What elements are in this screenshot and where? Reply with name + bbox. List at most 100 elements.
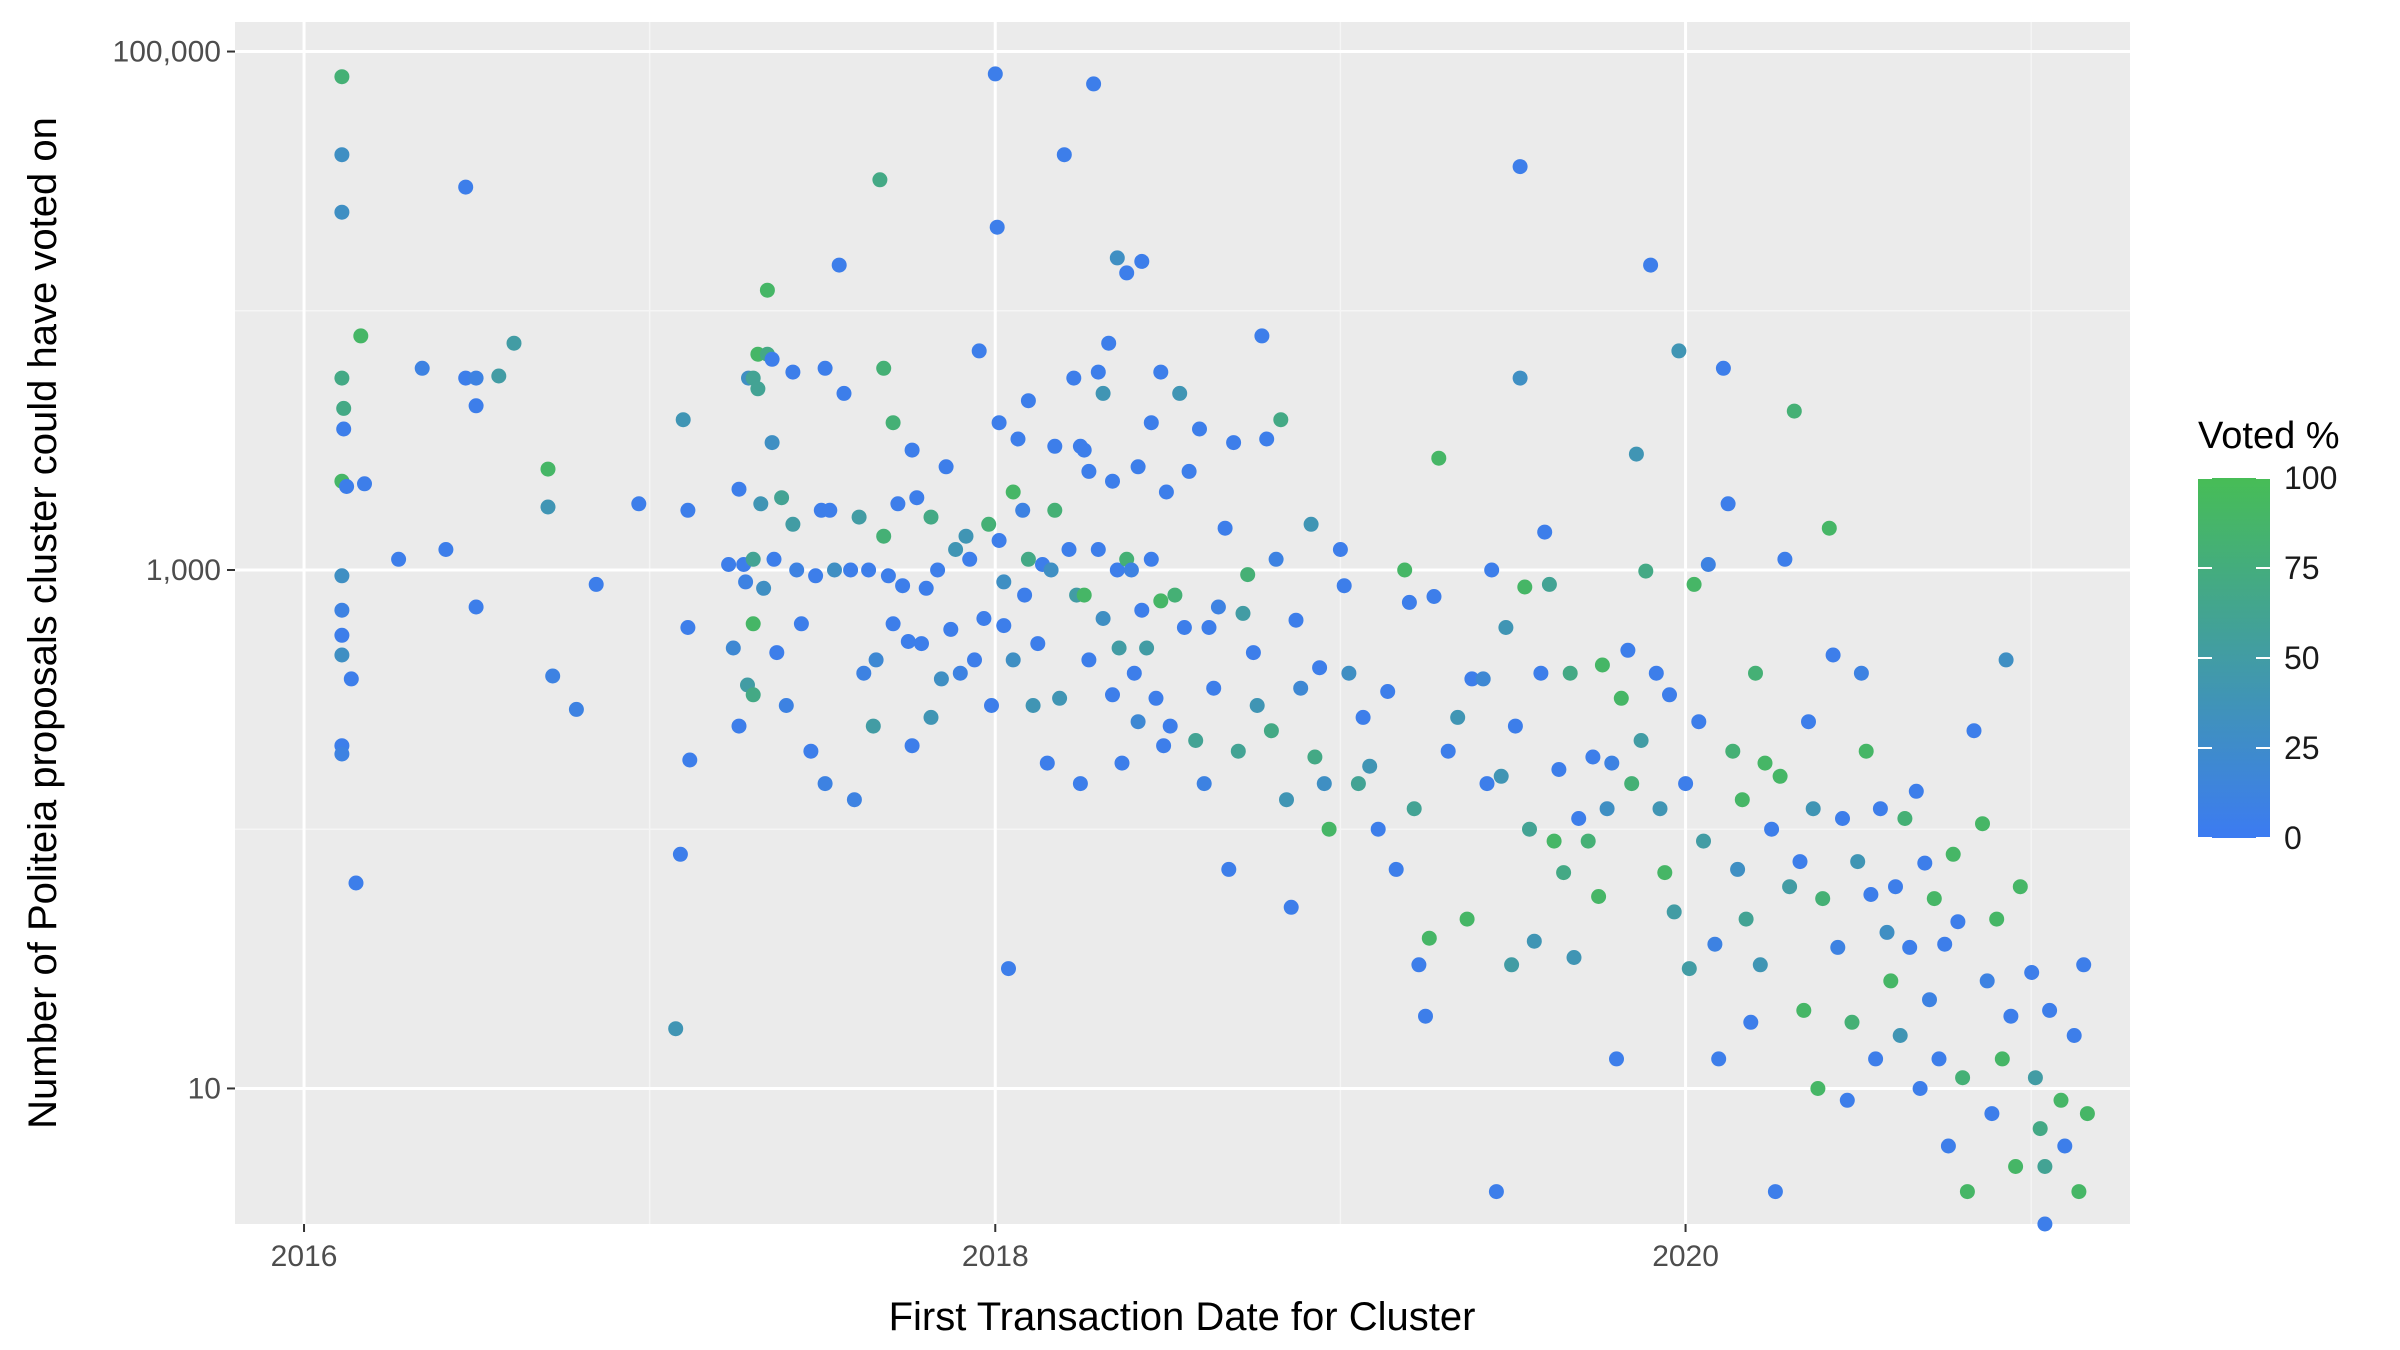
legend-tick-label: 75 [2284, 550, 2320, 586]
y-tick-label: 1,000 [146, 554, 221, 587]
data-point [349, 876, 364, 891]
data-point [1284, 900, 1299, 915]
data-point [1431, 451, 1446, 466]
y-axis-title: Number of Politeia proposals cluster cou… [21, 117, 65, 1129]
data-point [789, 563, 804, 578]
data-point [1508, 719, 1523, 734]
data-point [852, 510, 867, 525]
data-point [1066, 371, 1081, 386]
legend-tick-label: 0 [2284, 820, 2302, 856]
data-point [1273, 412, 1288, 427]
data-point [1091, 542, 1106, 557]
data-point [1777, 552, 1792, 567]
data-point [336, 422, 351, 437]
data-point [939, 459, 954, 474]
data-point [1950, 914, 1965, 929]
data-point [738, 574, 753, 589]
data-point [827, 563, 842, 578]
data-point [1835, 811, 1850, 826]
data-point [1504, 957, 1519, 972]
data-point [984, 698, 999, 713]
data-point [753, 496, 768, 511]
data-point [1131, 714, 1146, 729]
data-point [1850, 854, 1865, 869]
data-point [767, 552, 782, 567]
data-point [1863, 887, 1878, 902]
data-point [438, 542, 453, 557]
data-point [1006, 652, 1021, 667]
data-point [1322, 822, 1337, 837]
data-point [1880, 925, 1895, 940]
data-point [2033, 1121, 2048, 1136]
data-point [861, 563, 876, 578]
data-point [886, 415, 901, 430]
data-point [1040, 756, 1055, 771]
data-point [545, 669, 560, 684]
data-point [1932, 1051, 1947, 1066]
data-point [1312, 660, 1327, 675]
data-point [1547, 834, 1562, 849]
data-point [334, 69, 349, 84]
data-point [1441, 744, 1456, 759]
data-point [1081, 464, 1096, 479]
data-point [1984, 1106, 1999, 1121]
data-point [2042, 1003, 2057, 1018]
data-point [972, 343, 987, 358]
data-point [1946, 847, 1961, 862]
data-point [890, 496, 905, 511]
data-point [357, 476, 372, 491]
data-point [391, 552, 406, 567]
data-point [808, 568, 823, 583]
data-point [1250, 698, 1265, 713]
data-point [1127, 666, 1142, 681]
data-point [1725, 744, 1740, 759]
data-point [1955, 1070, 1970, 1085]
legend-tick-label: 50 [2284, 640, 2320, 676]
data-point [1407, 801, 1422, 816]
data-point [1188, 733, 1203, 748]
data-point [1913, 1081, 1928, 1096]
data-point [1591, 889, 1606, 904]
data-point [1259, 432, 1274, 447]
data-point [1551, 762, 1566, 777]
data-point [2080, 1106, 2095, 1121]
data-point [507, 336, 522, 351]
data-point [1021, 393, 1036, 408]
data-point [1149, 691, 1164, 706]
data-point [1563, 666, 1578, 681]
data-point [1796, 1003, 1811, 1018]
data-point [779, 698, 794, 713]
data-point [818, 776, 833, 791]
data-point [1513, 159, 1528, 174]
data-point [1620, 643, 1635, 658]
data-point [1489, 1184, 1504, 1199]
data-point [1743, 1015, 1758, 1030]
data-point [919, 581, 934, 596]
y-tick-label: 10 [188, 1072, 221, 1105]
data-point [1021, 552, 1036, 567]
data-point [1371, 822, 1386, 837]
data-point [2003, 1009, 2018, 1024]
data-point [1011, 432, 1026, 447]
data-point [1845, 1015, 1860, 1030]
data-point [668, 1021, 683, 1036]
data-point [760, 283, 775, 298]
data-point [680, 620, 695, 635]
data-point [948, 542, 963, 557]
data-point [930, 563, 945, 578]
data-point [856, 666, 871, 681]
data-point [1581, 834, 1596, 849]
data-point [1643, 258, 1658, 273]
data-point [1917, 856, 1932, 871]
y-tick-label: 100,000 [113, 36, 221, 69]
data-point [541, 500, 556, 515]
data-point [353, 328, 368, 343]
data-point [1044, 563, 1059, 578]
data-point [334, 603, 349, 618]
data-point [1830, 940, 1845, 955]
data-point [1840, 1093, 1855, 1108]
data-point [769, 645, 784, 660]
data-point [469, 398, 484, 413]
data-point [1017, 588, 1032, 603]
data-point [1289, 613, 1304, 628]
